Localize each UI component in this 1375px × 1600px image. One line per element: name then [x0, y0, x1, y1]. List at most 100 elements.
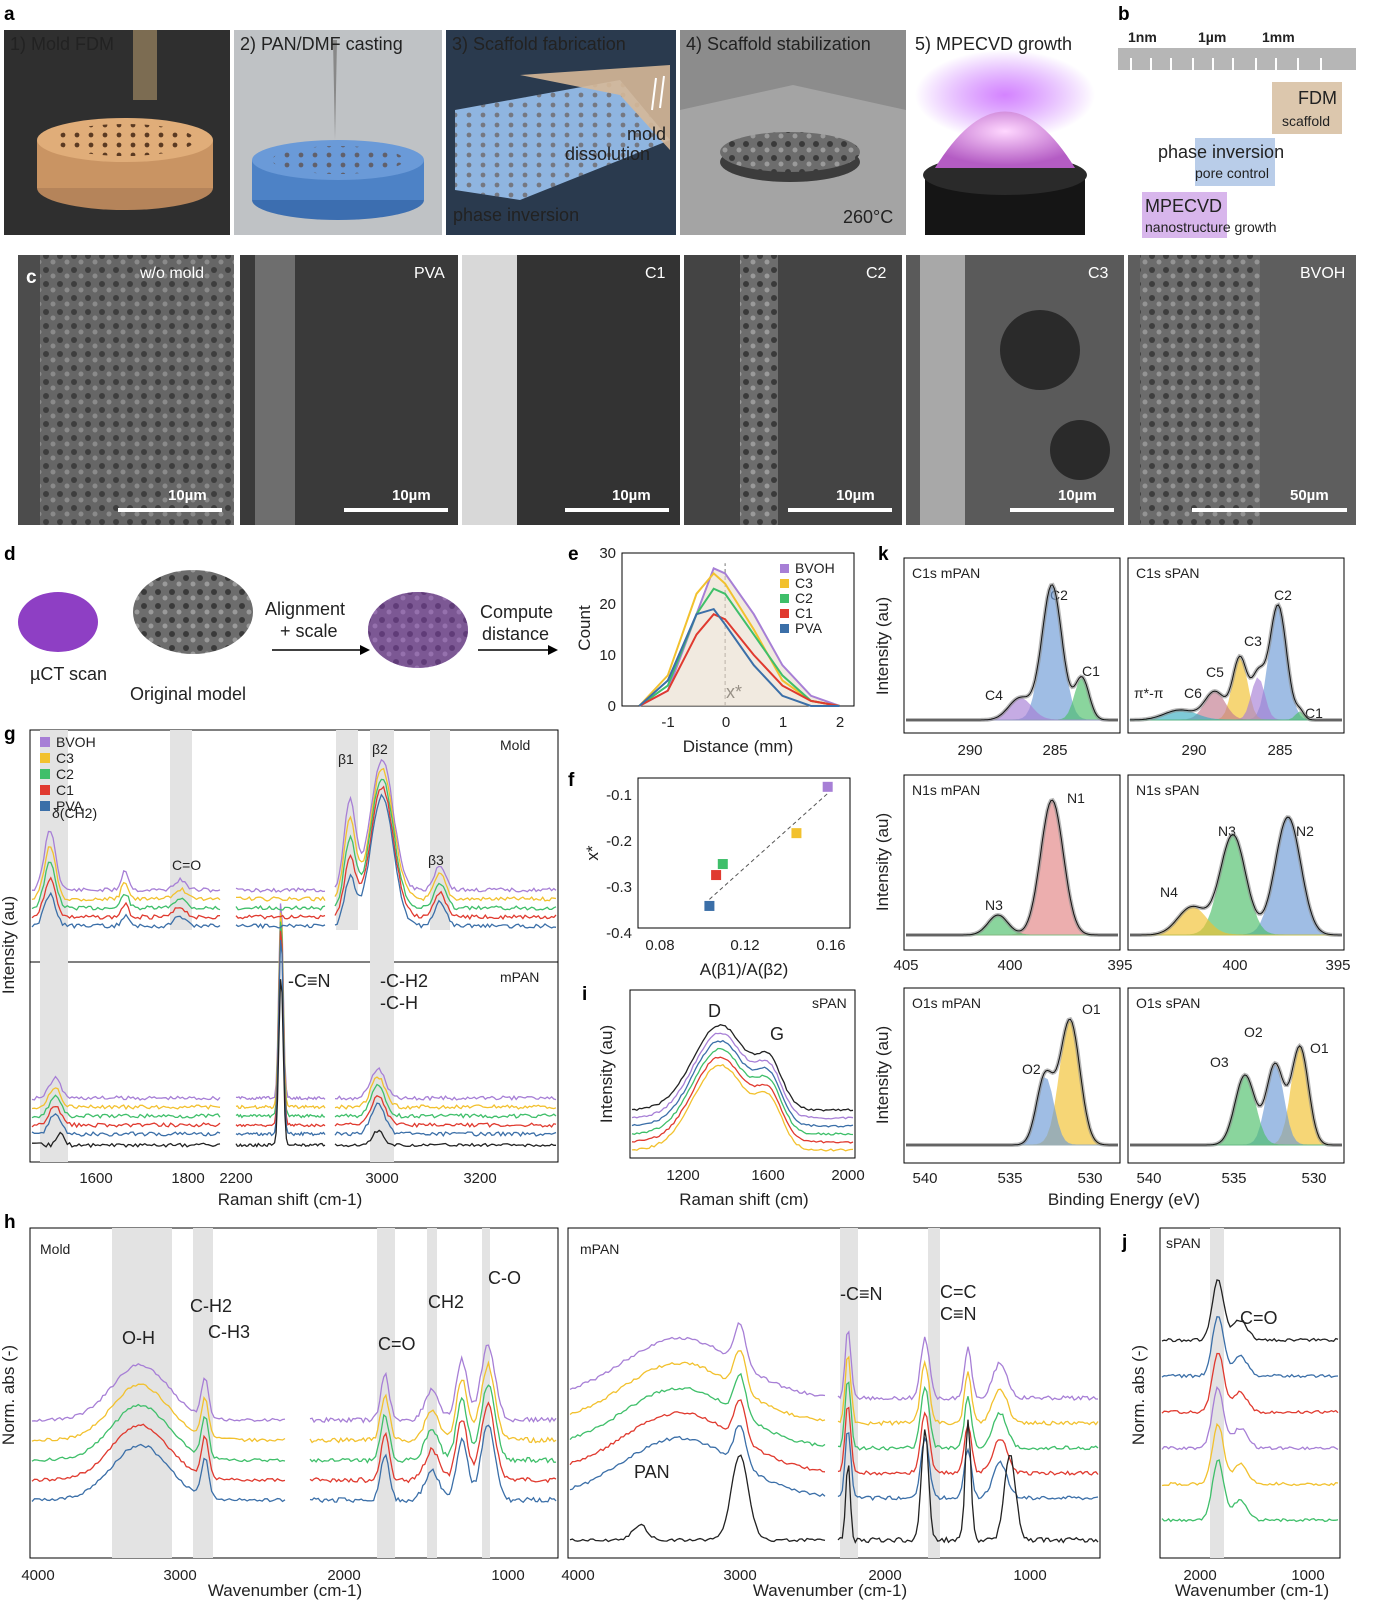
panel-letter-k: k: [878, 544, 889, 565]
g-mold-mid-c3: [236, 895, 326, 902]
k-otick-5: 535: [1221, 1170, 1246, 1187]
panel-letter-c: c: [26, 267, 37, 288]
e-legend-swatch-c1: [780, 609, 789, 618]
e-xtick-2: 0: [722, 714, 730, 731]
j-co: C=O: [1240, 1308, 1278, 1328]
mp-title: MPECVD: [1145, 196, 1222, 216]
k-title-4: N1s sPAN: [1136, 782, 1200, 798]
j-trace-pva: [1161, 1315, 1339, 1379]
k-ctick-4: 285: [1267, 742, 1292, 759]
h-ann-4: C=O: [378, 1334, 416, 1354]
sem-label-4: C2: [866, 265, 887, 282]
i-tag: sPAN: [812, 995, 847, 1011]
k-o-m-o1: [906, 1020, 1118, 1146]
g-mold-right-bvoh: [334, 758, 557, 893]
j-tag: sPAN: [1166, 1235, 1201, 1251]
k-peak-o2-s: O2: [1244, 1024, 1263, 1040]
j-trace-c1: [1161, 1352, 1339, 1415]
panel-letter-d: d: [4, 544, 16, 565]
panel-letter-a: a: [4, 4, 15, 25]
h-xtick-4: 1000: [491, 1567, 524, 1584]
f-ytick-4: -0.4: [606, 925, 632, 942]
g-ann-6: -C≡N: [288, 971, 331, 991]
panel-letter-g: g: [4, 724, 16, 745]
g-mpan-right-c1: [334, 1095, 557, 1128]
h-mpan-right-pan: [837, 1419, 1099, 1544]
h-mpan-left-pva: [569, 1425, 826, 1497]
k-title-5: O1s mPAN: [912, 995, 981, 1011]
sem-c2: [684, 255, 902, 525]
h-xtick-8: 1000: [1013, 1567, 1046, 1584]
i-trace-pan: [631, 1023, 854, 1112]
e-ytick-4: 30: [599, 545, 616, 562]
k-peak-o2-m: O2: [1022, 1061, 1041, 1077]
h-mold-right-c3: [309, 1360, 557, 1444]
f-fit-line: [709, 793, 829, 900]
sem-scale-2: 10µm: [392, 487, 431, 504]
original-model-label: Original model: [130, 684, 246, 704]
e-xlabel: Distance (mm): [683, 737, 794, 756]
k-peak-o1-s: O1: [1310, 1040, 1329, 1056]
h-ylabel: Norm. abs (-): [0, 1345, 18, 1445]
g-legend-label-bvoh: BVOH: [56, 734, 96, 750]
e-legend-swatch-c2: [780, 594, 789, 603]
h-xlabel-left: Wavenumber (cm-1): [208, 1581, 362, 1600]
g-mold-left-c2: [31, 861, 221, 911]
k-otick-1: 540: [912, 1170, 937, 1187]
f-ytick-1: -0.1: [606, 787, 632, 804]
g-legend-swatch-pva: [40, 801, 50, 811]
f-xtick-3: 0.16: [816, 937, 845, 954]
sem-label-2: PVA: [414, 265, 445, 282]
h-xtick-5: 4000: [561, 1567, 594, 1584]
k-peak-c4-m: C4: [985, 687, 1003, 703]
f-xlabel: A(β1)/A(β2): [700, 960, 789, 979]
g-xtick-3: 2200: [219, 1170, 252, 1187]
f-point-c3: [791, 828, 802, 839]
e-ylabel: Count: [575, 605, 594, 651]
k-n-m-fit: [906, 799, 1118, 936]
panel-e: Count Distance (mm) -1 0 1 2 0 10 20 30 …: [575, 545, 855, 756]
g-mold-right-pva: [334, 793, 557, 929]
g-legend-label-c3: C3: [56, 750, 74, 766]
k-ylabel-3: Intensity (au): [873, 1026, 892, 1124]
k-ntick-3: 395: [1107, 957, 1132, 974]
g-mpan-left-pva: [31, 1113, 221, 1137]
sem-scale-4: 10µm: [836, 487, 875, 504]
h-xtick-1: 4000: [21, 1567, 54, 1584]
k-o-span-axes: [1127, 987, 1345, 1164]
k-peak-pi-s: π*-π: [1134, 685, 1164, 701]
g-mpan-left-c3: [31, 1087, 221, 1111]
h-mpan-left-c2: [569, 1372, 826, 1447]
g-mpan-left-c2: [31, 1094, 221, 1119]
panel-h: Norm. abs (-) Wavenumber (cm-1) Wavenumb…: [0, 1227, 1101, 1600]
g-mold-left-c3: [31, 846, 221, 902]
e-series-c1: [638, 612, 840, 707]
panel-b: 1nm 1µm 1mm FDM scaffold phase inversion…: [1118, 29, 1356, 238]
k-n-mpan-axes: [903, 774, 1121, 951]
panel-g: Intensity (au) Raman shift (cm-1) Mold m…: [0, 729, 559, 1209]
h-ann-7: -C≡N: [840, 1284, 883, 1304]
k-title-6: O1s sPAN: [1136, 995, 1200, 1011]
e-ytick-3: 20: [599, 596, 616, 613]
panel-d: µCT scan Original model Alignment + scal…: [18, 570, 558, 704]
h-ann-9: C≡N: [940, 1304, 977, 1324]
g-mold-right-c3: [334, 767, 557, 902]
g-mpan-mid-pan: [235, 979, 326, 1148]
e-legend-label-c2: C2: [795, 590, 813, 606]
i-d: D: [708, 1001, 721, 1021]
scale-1um: 1µm: [1198, 29, 1226, 45]
h-xtick-7: 2000: [868, 1567, 901, 1584]
e-ytick-2: 10: [599, 647, 616, 664]
k-title-1: C1s mPAN: [912, 565, 980, 581]
h-mold-axes: [29, 1227, 559, 1559]
h-mold-right-pva: [309, 1424, 557, 1504]
e-legend-swatch-c3: [780, 579, 789, 588]
i-ylabel: Intensity (au): [597, 1025, 616, 1123]
g-mpan-left-c1: [31, 1105, 221, 1129]
sem-scale-3: 10µm: [612, 487, 651, 504]
h-mpan-axes: [567, 1227, 1101, 1559]
h-ann-5: CH2: [428, 1292, 464, 1312]
h-ann-6: C-O: [488, 1268, 521, 1288]
e-series-c3: [638, 571, 840, 707]
